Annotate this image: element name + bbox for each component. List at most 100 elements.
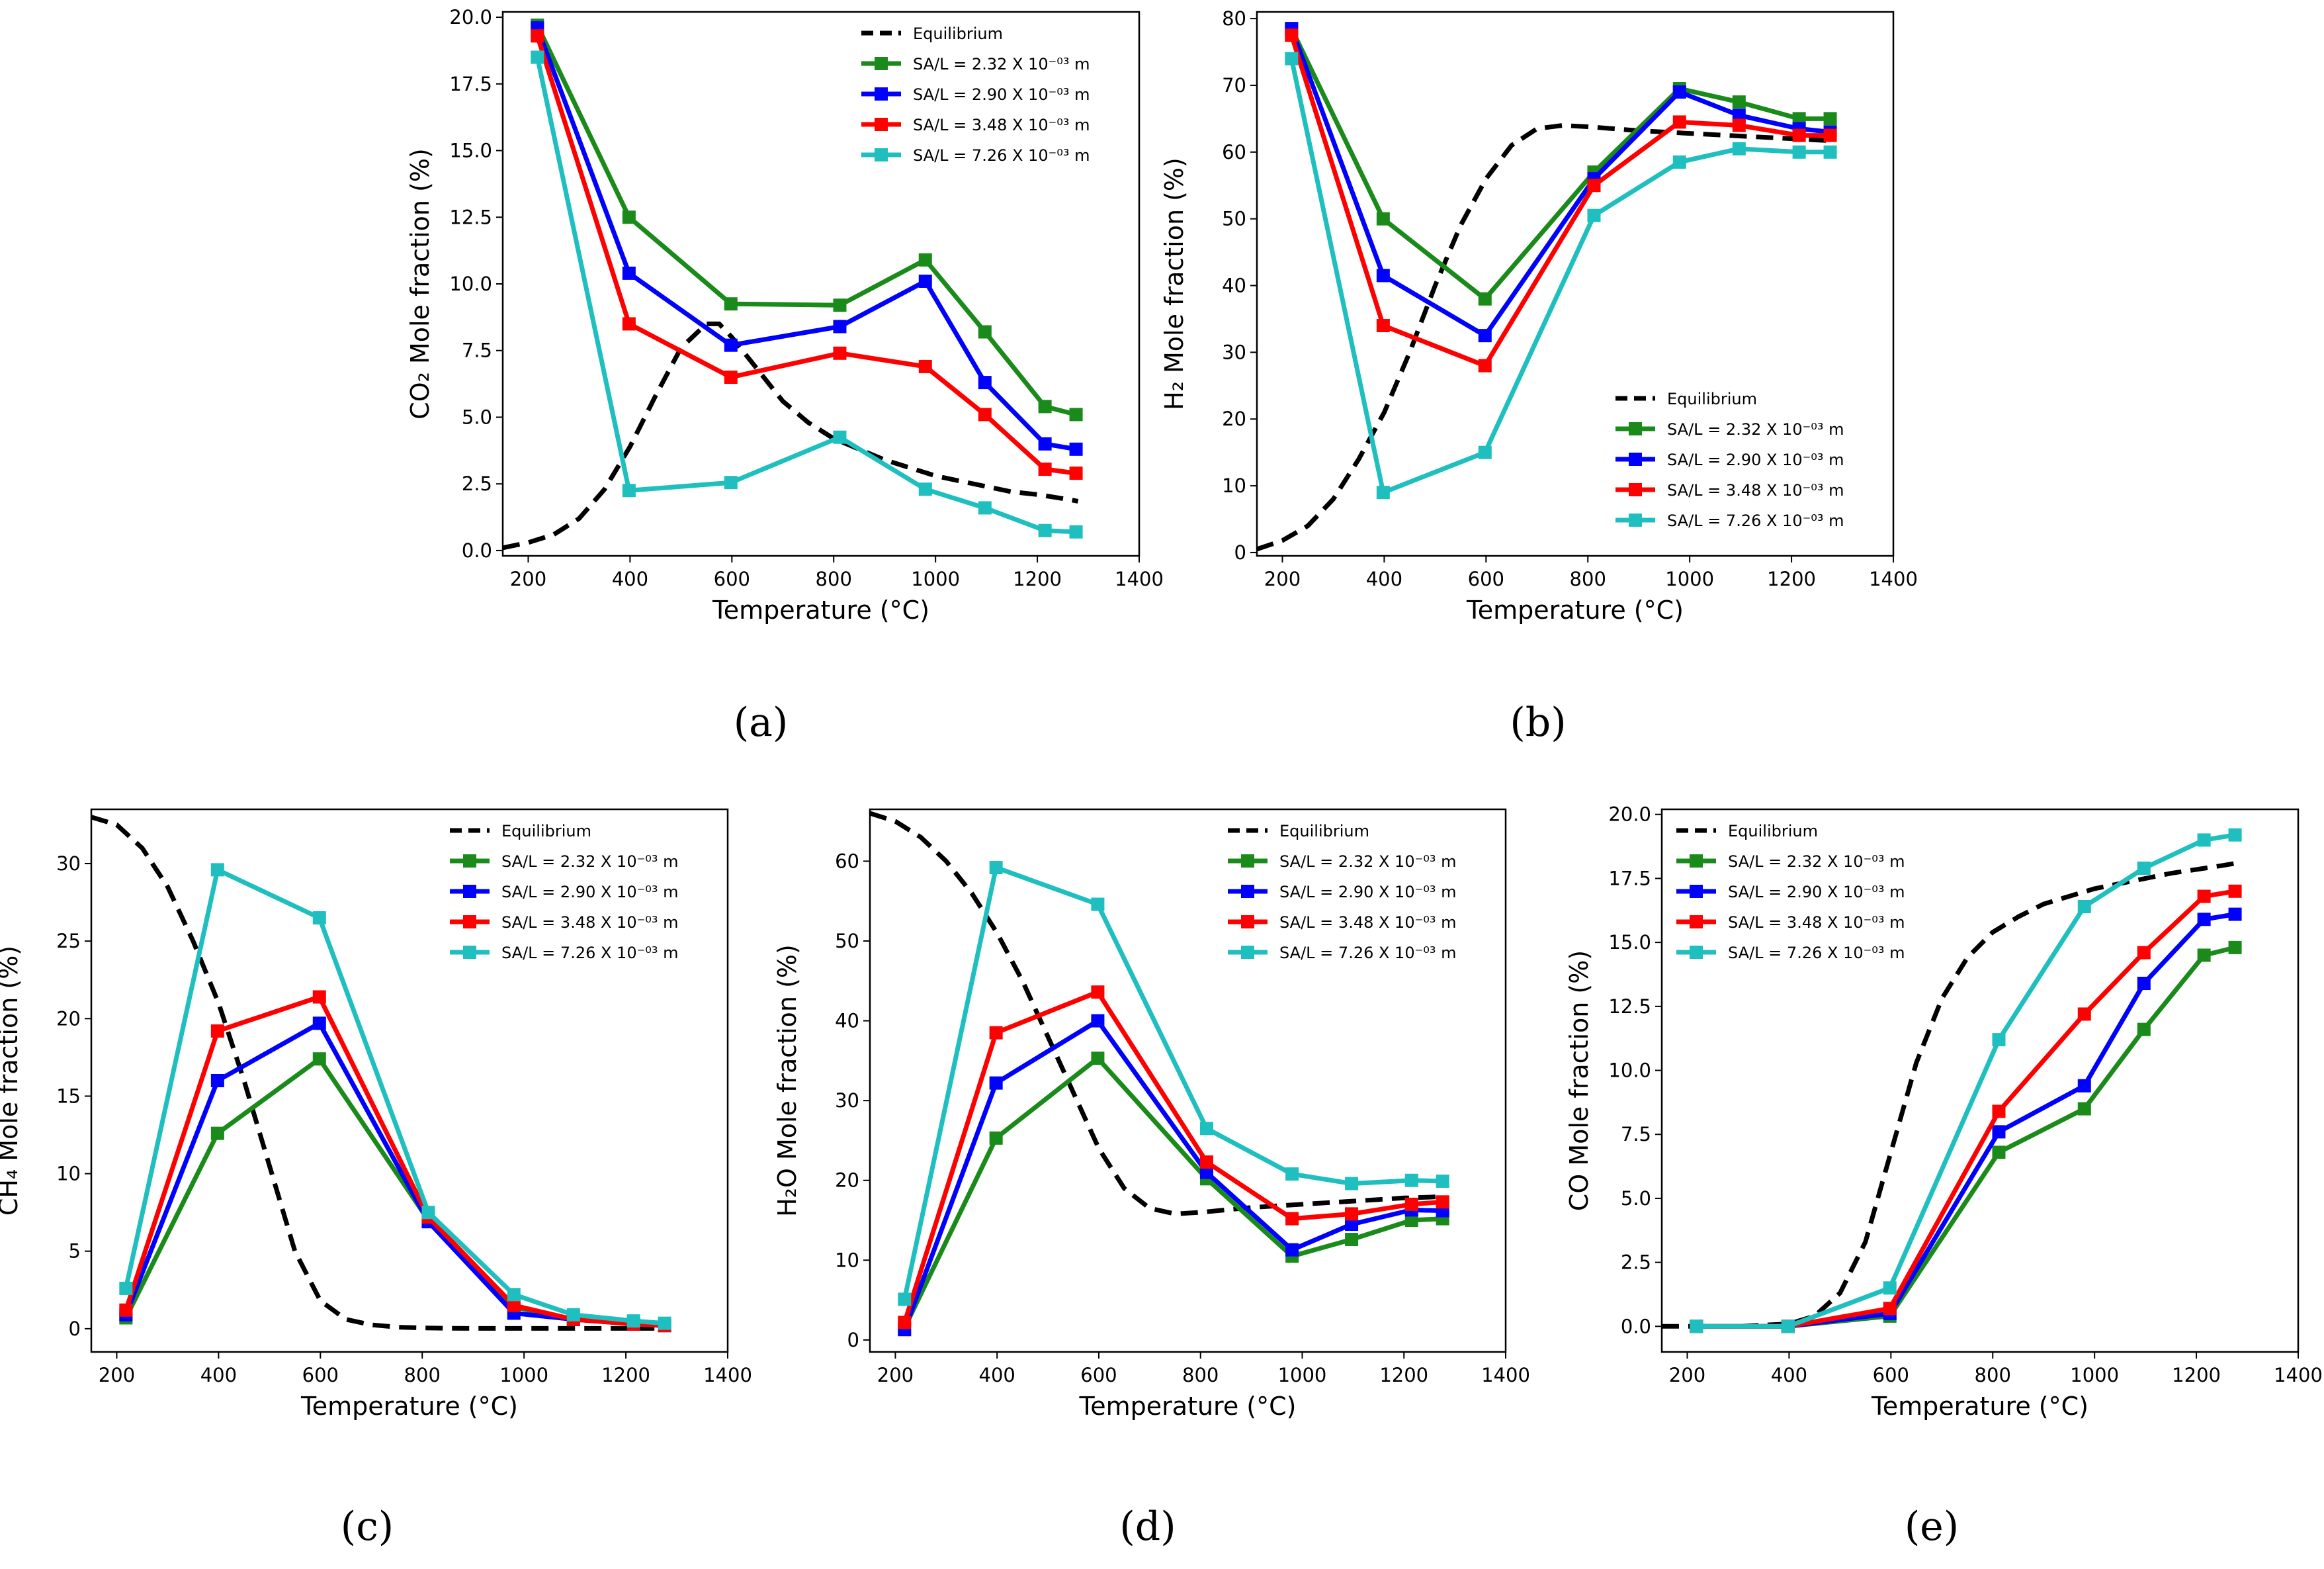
x-axis-label: Temperature (°C)	[300, 1392, 518, 1421]
data-point	[1091, 897, 1105, 911]
legend-swatch-marker	[1629, 422, 1642, 435]
y-tick-label: 10	[1222, 474, 1246, 497]
legend-swatch-marker	[1241, 946, 1254, 959]
x-tick-label: 600	[1468, 568, 1504, 590]
series-line-3	[1289, 34, 1830, 369]
x-tick-label: 1000	[1665, 568, 1714, 590]
y-tick-label: 40	[835, 1010, 859, 1032]
y-tick-label: 5.0	[1621, 1187, 1651, 1210]
legend-swatch-marker	[875, 87, 888, 101]
subfigure-label: (e)	[1905, 1503, 1959, 1550]
x-tick-label: 600	[714, 568, 750, 590]
y-tick-label: 70	[1222, 74, 1246, 97]
axes-frame	[869, 808, 1507, 1353]
data-point	[918, 482, 932, 496]
data-point	[2137, 977, 2151, 991]
legend: Equilibrium SA/L = 2.32 X 10⁻⁰³ m SA/L = 2…	[1615, 390, 1844, 530]
y-tick-label: 50	[1222, 208, 1246, 230]
y-tick-label: 0	[69, 1318, 81, 1340]
y-tick-label: 30	[1222, 341, 1246, 363]
subfigure-label: (c)	[341, 1503, 394, 1550]
data-point	[1091, 1052, 1105, 1065]
data-point	[507, 1288, 521, 1302]
x-tick-label: 1000	[2070, 1364, 2119, 1386]
y-axis-label: CO₂ Mole fraction (%)	[406, 148, 435, 420]
data-point	[507, 1298, 521, 1312]
data-point	[1285, 1212, 1299, 1226]
data-point	[989, 1026, 1003, 1040]
x-tick-label: 1200	[1013, 568, 1062, 590]
legend-swatch-marker	[1690, 885, 1703, 898]
legend-swatch-marker	[1690, 854, 1703, 868]
data-point	[1376, 486, 1390, 500]
data-point	[2077, 1007, 2091, 1021]
y-tick-label: 60	[835, 850, 859, 872]
y-axis-label: CH₄ Mole fraction (%)	[0, 946, 23, 1216]
series-line-4	[1696, 832, 2236, 1329]
data-point	[2077, 1079, 2091, 1093]
data-point	[210, 863, 224, 877]
x-tick-label: 400	[1366, 568, 1402, 590]
x-tick-label: 800	[1182, 1364, 1219, 1386]
y-tick-label: 30	[835, 1089, 859, 1112]
data-point	[1672, 85, 1686, 99]
legend-item: SA/L = 2.32 X 10⁻⁰³ m	[450, 852, 679, 871]
chart-panel-b: 200 400 600 800 1000 1200 1400 0 10 20 30 40 50 60 70 8…	[1160, 7, 1918, 746]
y-tick-label: 7.5	[462, 339, 492, 362]
legend-item: Equilibrium	[450, 822, 591, 840]
x-tick-label: 1400	[1115, 568, 1164, 590]
x-tick-label: 1000	[499, 1364, 548, 1386]
legend-label: SA/L = 2.90 X 10⁻⁰³ m	[501, 883, 679, 901]
y-axis-label: CO Mole fraction (%)	[1565, 950, 1594, 1211]
data-point	[1376, 319, 1390, 333]
legend-label: SA/L = 3.48 X 10⁻⁰³ m	[1728, 913, 1905, 932]
legend-item: SA/L = 3.48 X 10⁻⁰³ m	[450, 913, 679, 932]
data-point	[531, 29, 544, 43]
legend-label: SA/L = 3.48 X 10⁻⁰³ m	[913, 116, 1090, 134]
legend-label: Equilibrium	[1728, 822, 1818, 840]
data-point	[1992, 1033, 2006, 1047]
legend-swatch-marker	[1241, 915, 1254, 928]
legend-label: SA/L = 3.48 X 10⁻⁰³ m	[501, 913, 679, 932]
legend-label: SA/L = 2.32 X 10⁻⁰³ m	[1667, 420, 1844, 439]
legend: Equilibrium SA/L = 2.32 X 10⁻⁰³ m SA/L = 2…	[1676, 822, 1905, 962]
y-tick-label: 30	[56, 852, 81, 875]
data-point	[1992, 1104, 2006, 1118]
legend-swatch-marker	[1690, 946, 1703, 959]
series-line-4	[1289, 58, 1830, 495]
y-tick-label: 12.5	[449, 206, 492, 228]
data-point	[1404, 1173, 1418, 1187]
equilibrium-line	[91, 815, 667, 1331]
data-point	[724, 476, 738, 490]
legend-item: SA/L = 2.32 X 10⁻⁰³ m	[1676, 852, 1905, 871]
x-tick-label: 200	[99, 1364, 135, 1386]
data-point	[210, 1024, 224, 1038]
plot-area	[1662, 828, 2242, 1333]
legend-label: SA/L = 2.90 X 10⁻⁰³ m	[913, 85, 1090, 104]
legend-label: SA/L = 2.32 X 10⁻⁰³ m	[913, 55, 1090, 73]
legend-item: Equilibrium	[1228, 822, 1369, 840]
x-tick-label: 1200	[601, 1364, 650, 1386]
x-tick-label: 800	[1975, 1364, 2011, 1386]
series-line-3	[1696, 889, 2236, 1329]
legend-item: SA/L = 2.32 X 10⁻⁰³ m	[861, 55, 1090, 73]
data-point	[566, 1308, 580, 1322]
x-tick-label: 1400	[1481, 1364, 1530, 1386]
legend-swatch-marker	[875, 57, 888, 70]
legend-label: SA/L = 7.26 X 10⁻⁰³ m	[1667, 512, 1844, 530]
legend-label: SA/L = 2.90 X 10⁻⁰³ m	[1279, 883, 1457, 901]
legend-swatch-marker	[463, 885, 476, 898]
series-line-3	[123, 995, 665, 1328]
data-point	[978, 376, 992, 390]
data-point	[1436, 1195, 1449, 1209]
legend-item: SA/L = 7.26 X 10⁻⁰³ m	[1676, 944, 1905, 962]
data-point	[1732, 95, 1746, 109]
x-tick-label: 400	[200, 1364, 237, 1386]
legend-label: SA/L = 2.90 X 10⁻⁰³ m	[1728, 883, 1905, 901]
data-point	[1587, 208, 1601, 222]
chart-panel-c: 200 400 600 800 1000 1200 1400 0 5 10 15 20 25 30 Temp…	[0, 808, 752, 1550]
x-tick-label: 200	[1264, 568, 1301, 590]
x-tick-label: 200	[1669, 1364, 1705, 1386]
series-line-2	[1289, 27, 1830, 338]
